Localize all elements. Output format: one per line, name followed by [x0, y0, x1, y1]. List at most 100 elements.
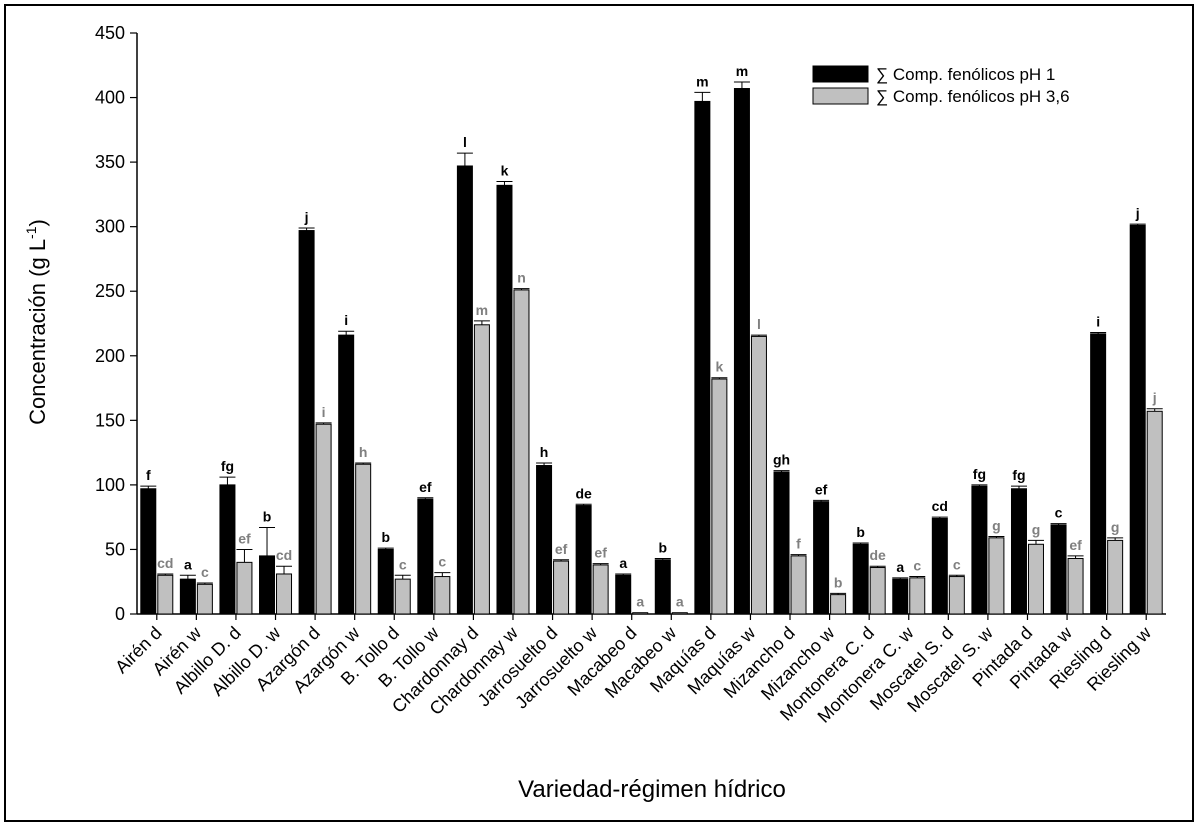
- bar-ph36: [909, 577, 926, 615]
- significance-letter-ph36: f: [796, 536, 801, 552]
- significance-letter-ph1: a: [896, 559, 904, 575]
- bar-ph36: [948, 576, 965, 615]
- bar-ph36: [1146, 410, 1163, 615]
- significance-letter-ph1: m: [696, 73, 708, 89]
- y-tick-label: 350: [95, 152, 125, 172]
- bar-ph1: [813, 501, 830, 615]
- significance-letter-ph1: c: [1055, 505, 1063, 521]
- bar-ph1: [377, 548, 394, 615]
- significance-letter-ph36: ef: [1069, 537, 1082, 553]
- bar-ph1: [892, 578, 909, 615]
- bar-ph36: [157, 574, 174, 615]
- significance-letter-ph1: a: [619, 555, 627, 571]
- significance-letter-ph1: m: [736, 63, 748, 79]
- significance-letter-ph1: i: [1096, 314, 1100, 330]
- significance-letter-ph36: h: [359, 444, 368, 460]
- bar-ph1: [219, 484, 236, 615]
- significance-letter-ph1: ef: [419, 479, 432, 495]
- legend-swatch-ph1: [812, 65, 869, 83]
- y-axis-label-main: Concentración (g L: [25, 239, 50, 425]
- bar-ph36: [790, 555, 807, 615]
- bar-ph36: [869, 567, 886, 615]
- significance-letter-ph36: j: [1152, 390, 1157, 406]
- legend: ∑ Comp. fenólicos pH 1 ∑ Comp. fenólicos…: [812, 65, 1070, 106]
- bar-ph1: [931, 517, 948, 615]
- bar-ph1: [536, 465, 553, 615]
- significance-letter-ph1: h: [540, 444, 549, 460]
- significance-letter-ph1: de: [575, 485, 592, 501]
- significance-letter-ph36: m: [476, 302, 488, 318]
- bar-ph1: [733, 88, 750, 615]
- bar-ph1: [259, 555, 276, 615]
- significance-letter-ph36: c: [399, 556, 407, 572]
- bar-ph1: [456, 165, 473, 615]
- significance-letter-ph36: ef: [238, 530, 251, 546]
- significance-letter-ph36: a: [676, 594, 684, 610]
- x-axis-label: Variedad-régimen hídrico: [518, 776, 786, 803]
- y-tick-label: 300: [95, 217, 125, 237]
- significance-letter-ph36: k: [715, 359, 723, 375]
- y-tick-label: 250: [95, 281, 125, 301]
- bar-ph36: [394, 578, 411, 615]
- significance-letter-ph1: j: [304, 209, 309, 225]
- bar-ph36: [632, 612, 649, 615]
- bar-ph36: [355, 463, 372, 615]
- y-tick-label: 0: [115, 604, 125, 624]
- bar-ph36: [276, 573, 293, 615]
- y-axis-label-superscript: -1: [23, 226, 39, 239]
- bar-ph36: [315, 423, 332, 615]
- bar-ph36: [434, 576, 451, 615]
- bar-ph1: [338, 334, 355, 615]
- bar-ph36: [750, 335, 767, 615]
- significance-letter-ph1: fg: [221, 458, 234, 474]
- significance-letter-ph1: ef: [815, 481, 828, 497]
- y-tick-label: 150: [95, 410, 125, 430]
- significance-letter-ph1: i: [344, 312, 348, 328]
- significance-letter-ph36: ef: [555, 541, 568, 557]
- y-tick-label: 50: [105, 539, 125, 559]
- significance-letter-ph1: a: [184, 556, 192, 572]
- significance-letter-ph36: g: [1111, 519, 1120, 535]
- significance-letter-ph1: cd: [932, 498, 948, 514]
- bar-ph36: [196, 583, 213, 615]
- significance-letter-ph36: ef: [594, 545, 607, 561]
- bar-ph1: [575, 505, 592, 615]
- significance-letter-ph36: g: [1032, 521, 1041, 537]
- bar-ph36: [236, 561, 253, 615]
- bar-ph36: [553, 560, 570, 615]
- bar-ph1: [654, 559, 671, 615]
- significance-letter-ph36: cd: [157, 555, 173, 571]
- significance-letter-ph36: c: [913, 558, 921, 574]
- significance-letter-ph1: fg: [973, 466, 986, 482]
- significance-letter-ph36: l: [757, 316, 761, 332]
- significance-letter-ph36: a: [636, 594, 644, 610]
- significance-letter-ph36: n: [517, 270, 526, 286]
- significance-letter-ph36: c: [438, 554, 446, 570]
- bar-ph36: [1027, 543, 1044, 615]
- y-tick-label: 200: [95, 346, 125, 366]
- significance-letter-ph36: g: [992, 518, 1001, 534]
- significance-letter-ph1: k: [501, 162, 509, 178]
- bar-ph36: [988, 537, 1005, 615]
- bar-ph1: [1050, 524, 1067, 615]
- significance-letter-ph1: b: [263, 508, 272, 524]
- bar-ph36: [1107, 539, 1124, 615]
- legend-label-ph36: ∑ Comp. fenólicos pH 3,6: [876, 87, 1070, 106]
- bar-ph36: [830, 594, 847, 615]
- y-axis-label: Concentración (g L-1): [23, 219, 50, 425]
- y-tick-label: 450: [95, 23, 125, 43]
- bar-ph1: [694, 100, 711, 615]
- bar-ph36: [671, 612, 688, 615]
- bar-ph1: [1129, 224, 1146, 615]
- significance-letter-ph36: de: [870, 547, 887, 563]
- significance-letter-ph36: cd: [276, 547, 292, 563]
- bar-ph1: [615, 574, 632, 615]
- significance-letter-ph1: fg: [1012, 467, 1025, 483]
- bar-ph36: [1067, 557, 1084, 615]
- significance-letter-ph1: j: [1135, 205, 1140, 221]
- significance-letter-ph36: i: [322, 404, 326, 420]
- significance-letter-ph1: f: [146, 467, 151, 483]
- figure-frame: [4, 4, 1194, 822]
- bar-ph1: [298, 230, 315, 615]
- bar-ph1: [140, 488, 157, 615]
